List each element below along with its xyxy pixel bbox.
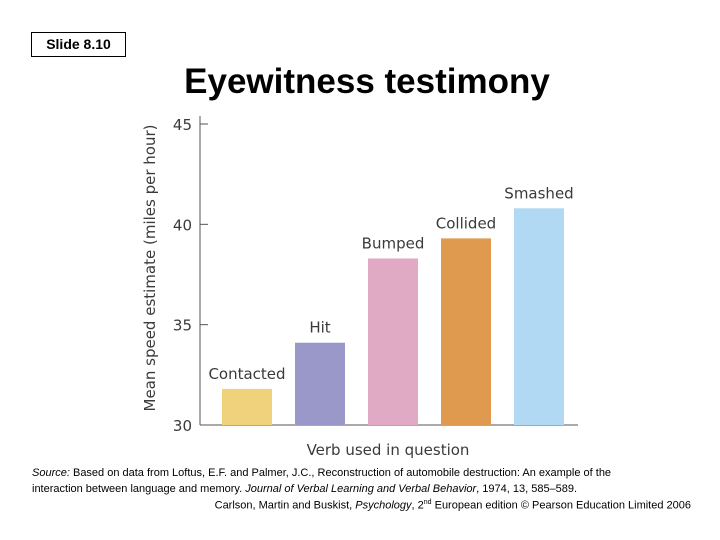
- bar-collided: [441, 238, 491, 425]
- chart-bars: [222, 208, 564, 425]
- source-text-line2: interaction between language and memory.: [32, 483, 246, 495]
- bar-smashed: [514, 208, 564, 425]
- publisher-credit: Carlson, Martin and Buskist, Psychology,…: [215, 499, 691, 512]
- credit-book: Psychology: [355, 499, 412, 512]
- y-axis-title: Mean speed estimate (miles per hour): [141, 125, 159, 412]
- credit-edition-sup: nd: [423, 499, 432, 506]
- bar-bumped: [368, 258, 418, 425]
- bar-label-contacted: Contacted: [208, 365, 285, 383]
- slide-number-label: Slide 8.10: [31, 32, 126, 57]
- bar-contacted: [222, 388, 272, 425]
- bar-label-hit: Hit: [309, 319, 330, 337]
- slide-title: Eyewitness testimony: [184, 62, 550, 101]
- credit-edition-post: European edition © Pearson Education Lim…: [431, 499, 691, 512]
- y-tick-label: 45: [173, 116, 192, 134]
- source-text-line1: Based on data from Loftus, E.F. and Palm…: [69, 467, 612, 479]
- chart-axes: 30 35 40 45 Mean speed estimate (miles per h…: [141, 116, 578, 459]
- credit-authors: Carlson, Martin and Buskist,: [214, 499, 356, 512]
- bar-label-smashed: Smashed: [504, 184, 573, 202]
- credit-edition-pre: , 2: [411, 499, 424, 512]
- source-journal: Journal of Verbal Learning and Verbal Be…: [245, 483, 477, 495]
- y-tick-label: 40: [173, 216, 192, 234]
- bar-hit: [295, 342, 345, 425]
- source-label: Source:: [32, 467, 70, 479]
- chart-bar-labels: Contacted Hit Bumped Collided Smashed: [208, 184, 573, 383]
- bar-label-bumped: Bumped: [362, 234, 425, 252]
- bar-label-collided: Collided: [436, 214, 496, 232]
- source-citation: , 1974, 13, 585–589.: [476, 483, 578, 495]
- y-tick-label: 30: [173, 417, 192, 435]
- y-tick-label: 35: [173, 317, 192, 335]
- source-note: Source: Based on data from Loftus, E.F. …: [32, 465, 692, 497]
- x-axis-title: Verb used in question: [307, 441, 470, 459]
